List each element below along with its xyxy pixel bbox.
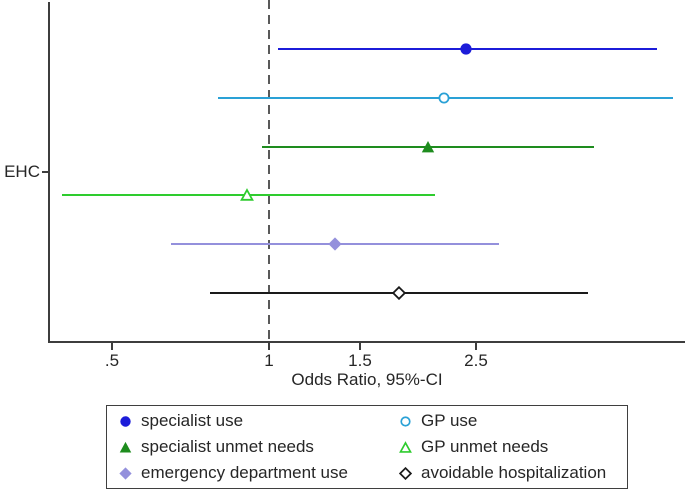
gp-unmet-needs-point-marker [240,188,254,202]
x-tick-label-5: .5 [104,351,120,370]
legend-item-gp-unmet-needs: GP unmet needs [399,434,627,460]
legend-label-emergency-department-use: emergency department use [141,463,348,482]
emergency-department-use-point-marker [328,237,342,251]
emergency-department-use-marker-icon [119,466,132,480]
gp-use-marker-icon [400,415,411,427]
y-axis-line [48,2,50,343]
reference-line-or-1 [268,0,270,341]
legend-label-specialist-use: specialist use [141,411,244,430]
legend-item-emergency-department-use: emergency department use [119,460,399,486]
legend-item-specialist-use: specialist use [119,408,399,434]
avoidable-hospitalization-point-marker [391,285,407,301]
x-tick-mark-5 [111,341,113,350]
specialist-unmet-needs-point-marker [421,140,435,154]
x-tick-mark-1 [268,341,270,350]
legend-label-avoidable-hospitalization: avoidable hospitalization [421,463,607,482]
x-axis-title: Odds Ratio, 95%-CI [291,370,443,389]
x-tick-label-1: 1 [264,351,274,370]
legend-item-avoidable-hospitalization: avoidable hospitalization [399,460,627,486]
y-axis-tick [42,171,48,173]
legend-column-1: specialist use specialist unmet needs emer… [119,408,399,486]
x-tick-mark-15 [359,341,361,350]
gp-use-point-marker [437,91,451,105]
x-tick-label-25: 2.5 [464,351,488,370]
specialist-use-point-marker [459,42,473,56]
x-tick-mark-25 [475,341,477,350]
legend-item-gp-use: GP use [399,408,627,434]
x-axis-line [48,341,685,343]
specialist-use-marker-icon [120,415,131,427]
y-axis-tick-label: EHC [4,162,40,181]
legend-column-2: GP use GP unmet needs avoidable hospitaliz… [399,408,627,486]
legend-item-specialist-unmet-needs: specialist unmet needs [119,434,399,460]
legend-label-specialist-unmet-needs: specialist unmet needs [141,437,314,456]
legend-label-gp-unmet-needs: GP unmet needs [421,437,549,456]
avoidable-hospitalization-marker-icon [399,466,412,480]
x-tick-label-15: 1.5 [348,351,372,370]
gp-unmet-needs-marker-icon [399,440,412,453]
legend: specialist use specialist unmet needs emer… [106,405,628,489]
legend-label-gp-use: GP use [421,411,478,430]
specialist-unmet-needs-marker-icon [119,441,132,453]
